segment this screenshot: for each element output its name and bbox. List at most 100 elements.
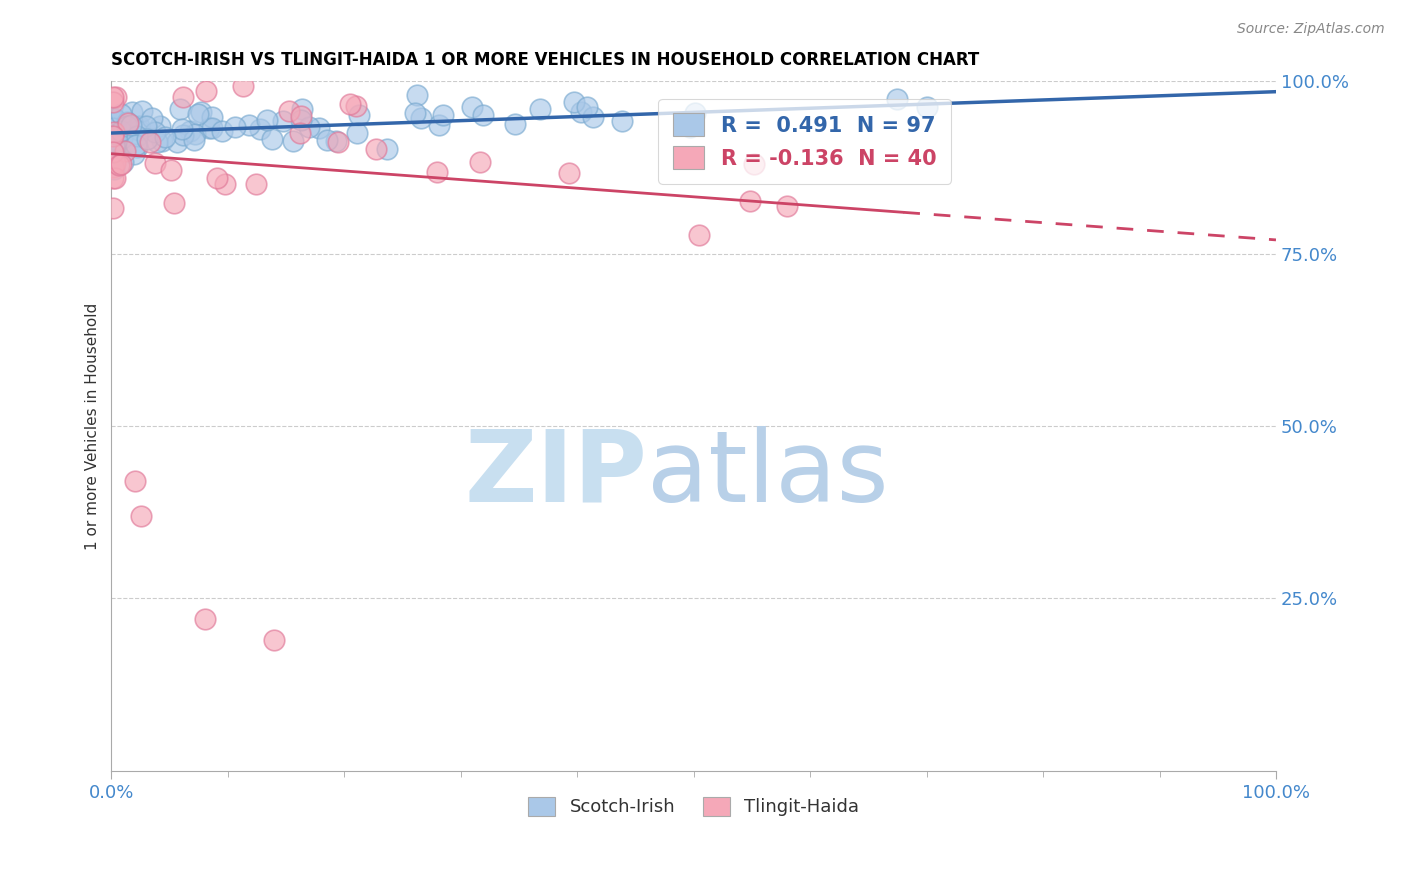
Point — [149, 119, 172, 133]
Point — [101, 129, 124, 144]
Point — [375, 142, 398, 156]
Point — [146, 135, 169, 149]
Point — [143, 155, 166, 169]
Point — [569, 104, 592, 119]
Point — [101, 121, 124, 136]
Point — [211, 124, 233, 138]
Point — [166, 136, 188, 150]
Point — [104, 112, 127, 126]
Point — [110, 157, 132, 171]
Point — [103, 127, 125, 141]
Point — [104, 171, 127, 186]
Point — [529, 102, 551, 116]
Point — [505, 117, 527, 131]
Point — [688, 228, 710, 243]
Point — [117, 120, 139, 134]
Text: ZIP: ZIP — [464, 425, 647, 523]
Point — [359, 61, 381, 75]
Point — [107, 145, 129, 159]
Point — [101, 201, 124, 215]
Point — [101, 125, 124, 139]
Point — [141, 111, 163, 125]
Point — [105, 128, 128, 142]
Point — [194, 612, 217, 626]
Point — [187, 107, 209, 121]
Point — [124, 474, 146, 488]
Y-axis label: 1 or more Vehicles in Household: 1 or more Vehicles in Household — [86, 302, 100, 549]
Point — [432, 108, 454, 122]
Point — [346, 126, 368, 140]
Point — [281, 134, 304, 148]
Point — [291, 102, 314, 116]
Point — [104, 89, 127, 103]
Point — [915, 100, 938, 114]
Point — [278, 103, 301, 118]
Point — [101, 114, 124, 128]
Point — [238, 118, 260, 132]
Point — [610, 114, 633, 128]
Point — [404, 106, 426, 120]
Point — [101, 123, 124, 137]
Point — [256, 112, 278, 127]
Point — [114, 144, 136, 158]
Point — [103, 161, 125, 176]
Point — [103, 111, 125, 125]
Point — [125, 129, 148, 144]
Point — [249, 122, 271, 136]
Point — [316, 133, 339, 147]
Point — [461, 100, 484, 114]
Point — [101, 123, 124, 137]
Point — [576, 100, 599, 114]
Point — [101, 155, 124, 169]
Point — [163, 196, 186, 211]
Point — [172, 128, 194, 142]
Point — [108, 157, 131, 171]
Point — [103, 155, 125, 169]
Point — [472, 108, 495, 122]
Point — [183, 127, 205, 141]
Point — [111, 155, 134, 169]
Point — [679, 120, 702, 135]
Point — [105, 128, 128, 143]
Point — [183, 133, 205, 147]
Point — [101, 90, 124, 104]
Point — [125, 139, 148, 153]
Point — [558, 166, 581, 180]
Point — [683, 106, 706, 120]
Point — [886, 93, 908, 107]
Point — [117, 115, 139, 129]
Point — [245, 177, 267, 191]
Point — [101, 143, 124, 157]
Point — [195, 83, 218, 97]
Point — [129, 508, 152, 523]
Point — [205, 171, 228, 186]
Point — [201, 110, 224, 124]
Point — [290, 112, 312, 127]
Point — [201, 121, 224, 136]
Point — [128, 123, 150, 137]
Point — [347, 108, 370, 122]
Point — [214, 177, 236, 191]
Point — [101, 153, 124, 168]
Point — [155, 130, 177, 145]
Point — [190, 104, 212, 119]
Point — [427, 118, 450, 132]
Point — [104, 143, 127, 157]
Point — [110, 123, 132, 137]
Point — [101, 129, 124, 144]
Point — [776, 199, 799, 213]
Point — [143, 125, 166, 139]
Point — [128, 119, 150, 133]
Point — [406, 87, 429, 102]
Point — [271, 113, 294, 128]
Legend: Scotch-Irish, Tlingit-Haida: Scotch-Irish, Tlingit-Haida — [522, 789, 866, 823]
Point — [308, 120, 330, 135]
Point — [290, 109, 312, 123]
Point — [260, 131, 283, 145]
Text: atlas: atlas — [647, 425, 889, 523]
Point — [263, 632, 285, 647]
Point — [409, 111, 432, 125]
Point — [288, 126, 311, 140]
Point — [344, 99, 367, 113]
Point — [110, 106, 132, 120]
